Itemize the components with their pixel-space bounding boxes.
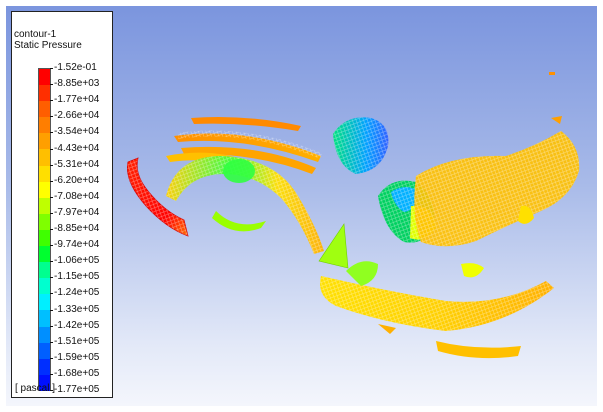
colorbar-swatch	[39, 278, 50, 295]
colorbar-tick	[50, 180, 53, 182]
green-fragment	[318, 223, 349, 269]
colorbar-swatch	[39, 358, 50, 375]
colorbar-tick-label: -3.54e+04	[54, 126, 100, 138]
colorbar-tick-label: -1.33e+05	[54, 303, 100, 315]
colorbar-tick-label: -1.51e+05	[54, 335, 100, 347]
contour-variable: Static Pressure	[14, 40, 82, 51]
colorbar-swatch	[39, 133, 50, 150]
colorbar-tick	[50, 293, 53, 295]
colorbar-tick-label: -1.77e+04	[54, 94, 100, 106]
colorbar-swatch	[39, 181, 50, 198]
contour-name: contour-1	[14, 29, 57, 40]
upper-flow-streaks	[166, 117, 323, 174]
colorbar-tick	[50, 164, 53, 166]
low-pressure-blob-upper	[333, 117, 389, 174]
colorbar-tick	[50, 148, 53, 150]
colorbar-tick	[50, 229, 53, 230]
colorbar-swatch	[39, 165, 50, 182]
colorbar-swatch	[39, 229, 50, 247]
colorbar-swatch	[39, 246, 50, 263]
colorbar-tick-label: -7.08e+04	[54, 190, 100, 202]
colorbar-swatch	[39, 69, 50, 86]
colorbar-tick	[50, 68, 53, 69]
colorbar-tick-label: -6.20e+04	[54, 174, 100, 186]
colorbar-tick-label: -1.42e+05	[54, 319, 100, 331]
colorbar-swatch	[39, 101, 50, 118]
colorbar-tick	[50, 390, 53, 391]
colorbar-tick-label: -1.06e+05	[54, 255, 100, 267]
colorbar-swatch	[39, 326, 50, 343]
colorbar-tick-label: -5.31e+04	[54, 158, 100, 170]
colorbar-swatch	[39, 262, 50, 279]
colorbar-tick	[50, 277, 53, 279]
colorbar-swatch	[39, 213, 50, 230]
colorbar-tick-label: -8.85e+04	[54, 223, 100, 234]
colorbar-tick	[50, 212, 53, 214]
colorbar-tick	[50, 84, 53, 86]
central-arc	[166, 156, 324, 254]
colorbar-tick	[50, 309, 53, 311]
colorbar-tick	[50, 132, 53, 134]
colorbar-tick-label: -1.15e+05	[54, 271, 100, 283]
unit-label: [ pascal ]	[15, 383, 56, 394]
colorbar-swatch	[39, 342, 50, 359]
colorbar-swatch	[39, 85, 50, 102]
colorbar-tick-label: -1.24e+05	[54, 287, 100, 299]
lower-arc	[320, 261, 554, 359]
colorbar-tick-label: -2.66e+04	[54, 110, 100, 122]
colorbar-swatch	[39, 294, 50, 311]
colorbar-tick-label: -8.85e+03	[54, 78, 100, 90]
colorbar-tick-label: -1.52e-01	[54, 62, 97, 73]
colorbar-tick	[50, 100, 53, 102]
colorbar-tick-label: -1.68e+05	[54, 367, 100, 379]
colorbar-tick-label: -1.59e+05	[54, 351, 100, 363]
colorbar-swatch	[39, 117, 50, 134]
colorbar-tick	[50, 196, 53, 198]
colorbar-tick	[50, 341, 53, 343]
colorbar-tick	[50, 261, 53, 263]
colorbar-swatch	[39, 374, 50, 391]
outlet-region	[414, 72, 580, 247]
colorbar-swatch	[39, 149, 50, 166]
colorbar-tick	[50, 245, 53, 247]
colorbar-tick	[50, 325, 53, 327]
colorbar-tick	[50, 116, 53, 118]
colorbar-tick	[50, 373, 53, 375]
colorbar-tick	[50, 357, 53, 359]
colorbar-swatch	[39, 197, 50, 214]
colorbar-tick-label: -9.74e+04	[54, 239, 100, 251]
high-pressure-blade	[127, 157, 189, 237]
colorbar-tick-label: -7.97e+04	[54, 206, 100, 218]
pressure-contour-mesh[interactable]	[6, 6, 597, 406]
colorbar-tick-label: -1.77e+05	[54, 384, 100, 395]
colorbar-tick-label: -4.43e+04	[54, 142, 100, 154]
graphics-viewport[interactable]: contour-1 Static Pressure -1.52e-01 -8.85…	[6, 6, 597, 406]
colormap-legend: contour-1 Static Pressure -1.52e-01 -8.85…	[11, 11, 113, 398]
colorbar-swatch	[39, 310, 50, 327]
